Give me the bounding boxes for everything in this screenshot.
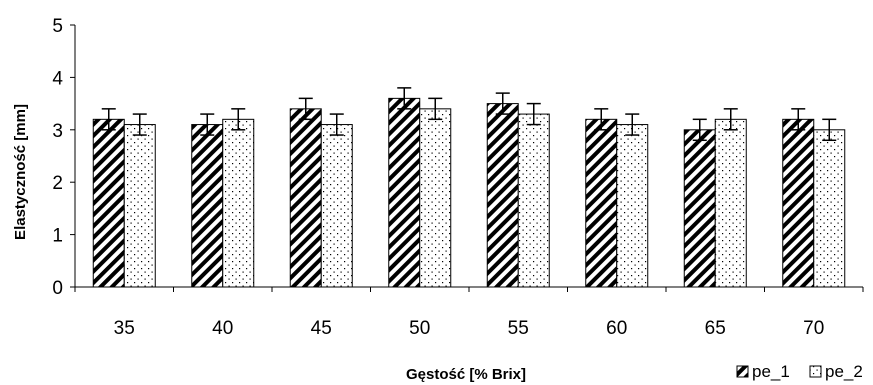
y-tick-label: 0 <box>52 278 63 299</box>
error-bar-pe-2-65 <box>723 108 738 131</box>
bar-pe-1-60 <box>585 118 618 288</box>
y-tick-label: 3 <box>52 121 63 142</box>
error-bar-pe-1-35 <box>101 108 116 131</box>
x-tick-label: 35 <box>114 318 135 339</box>
legend-item-pe-1: pe_1 <box>736 362 790 381</box>
error-bar-pe-1-60 <box>594 108 609 131</box>
x-tick-label: 55 <box>508 318 529 339</box>
bar-pe-2-55 <box>517 113 550 288</box>
legend-label-pe-2: pe_2 <box>825 362 863 381</box>
error-bar-pe-1-65 <box>692 118 707 142</box>
legend: pe_1 pe_2 <box>736 362 863 381</box>
error-bar-pe-2-40 <box>231 108 246 131</box>
x-tick-label: 40 <box>212 318 233 339</box>
y-tick-label: 2 <box>52 173 63 194</box>
bar-pe-2-45 <box>320 124 353 288</box>
error-bar-pe-1-55 <box>495 92 510 115</box>
error-bar-pe-1-50 <box>397 87 412 110</box>
bar-pe-1-70 <box>782 118 815 288</box>
bar-pe-1-45 <box>289 108 322 288</box>
error-bar-pe-2-50 <box>428 97 443 121</box>
x-axis-title: Gęstość [% Brix] <box>406 366 526 383</box>
legend-label-pe-1: pe_1 <box>752 362 790 381</box>
error-bar-pe-1-40 <box>200 113 215 136</box>
y-tick-label: 1 <box>52 226 63 247</box>
error-bar-pe-2-35 <box>132 113 147 136</box>
bar-pe-1-35 <box>92 118 125 288</box>
legend-swatch-pe-2 <box>809 365 822 378</box>
error-bar-pe-1-45 <box>298 97 313 121</box>
bar-pe-1-50 <box>388 97 421 288</box>
error-bar-pe-1-70 <box>791 108 806 131</box>
y-axis-ticks: 0 1 2 3 4 5 <box>52 16 75 299</box>
bar-pe-1-65 <box>683 129 716 288</box>
bar-pe-2-50 <box>419 108 452 288</box>
error-bar-pe-2-60 <box>625 113 640 136</box>
legend-swatch-pe-1 <box>736 365 749 378</box>
legend-item-pe-2: pe_2 <box>809 362 863 381</box>
x-tick-label: 70 <box>803 318 824 339</box>
x-tick-label: 65 <box>705 318 726 339</box>
x-tick-label: 50 <box>409 318 430 339</box>
error-bar-pe-2-55 <box>526 102 541 126</box>
bar-pe-1-40 <box>191 124 224 288</box>
y-tick-label: 4 <box>52 68 63 89</box>
error-bars <box>101 87 837 142</box>
y-axis-title: Elastyczność [mm] <box>12 104 29 240</box>
bar-pe-2-65 <box>714 118 747 288</box>
x-tick-label: 60 <box>606 318 627 339</box>
bar-pe-2-40 <box>222 118 255 288</box>
bar-pe-2-70 <box>813 129 846 288</box>
error-bar-pe-2-70 <box>822 118 837 142</box>
bars <box>92 97 846 288</box>
x-tick-label: 45 <box>311 318 332 339</box>
bar-pe-2-60 <box>616 124 649 288</box>
x-axis-ticks: 35 40 45 50 55 60 65 70 <box>74 287 864 339</box>
bar-pe-2-35 <box>123 124 156 288</box>
y-tick-label: 5 <box>52 16 63 37</box>
error-bar-pe-2-45 <box>329 113 344 136</box>
bar-pe-1-55 <box>486 103 519 288</box>
